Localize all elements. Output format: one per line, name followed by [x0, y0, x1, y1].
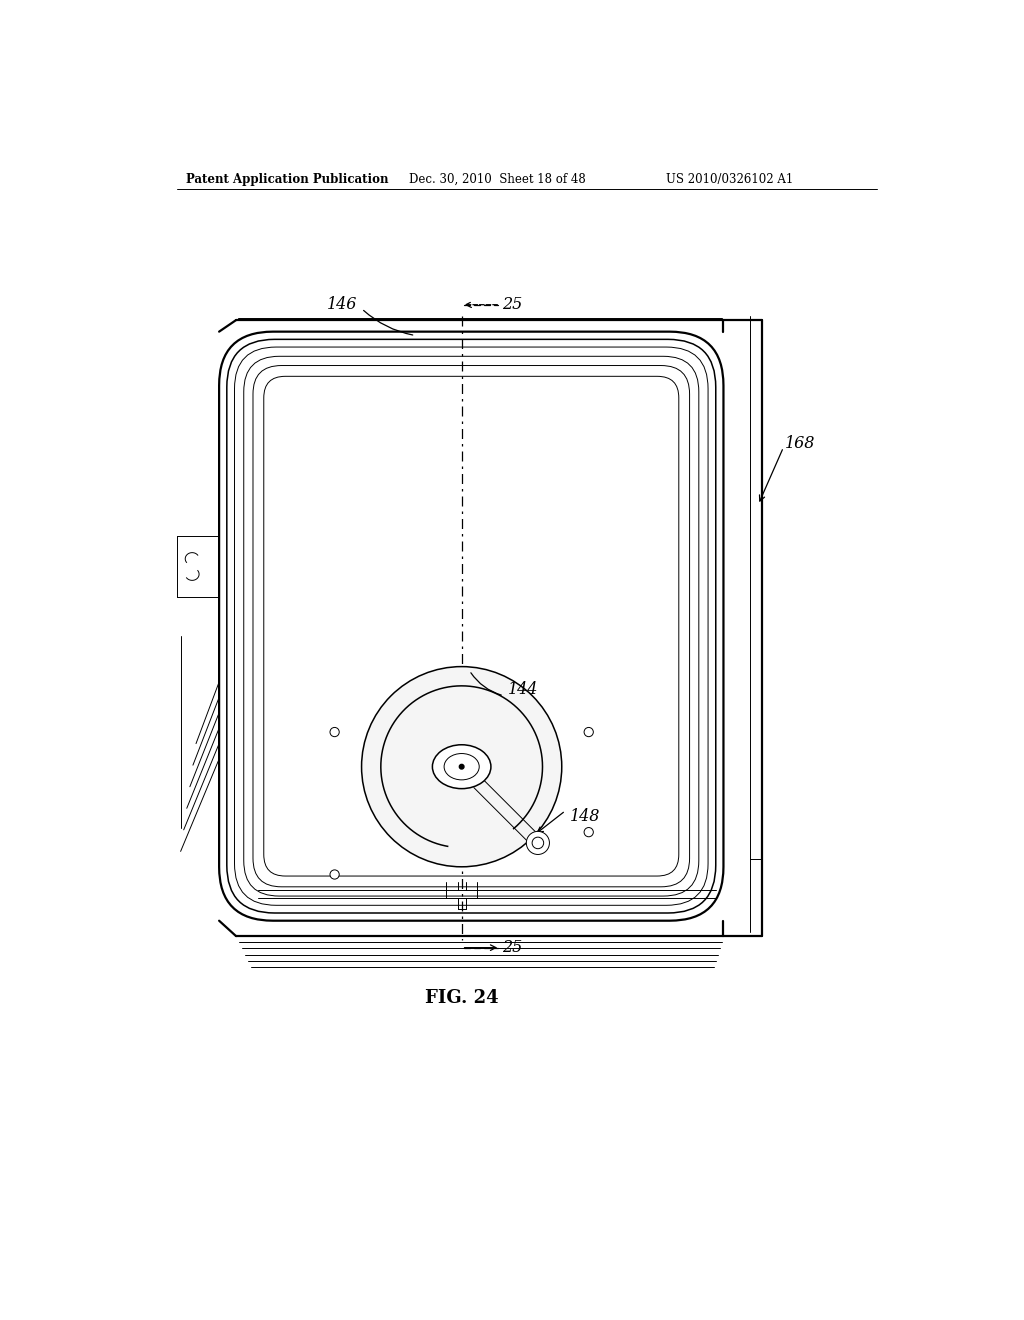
Text: 146: 146 — [328, 296, 357, 313]
Circle shape — [584, 727, 593, 737]
Text: US 2010/0326102 A1: US 2010/0326102 A1 — [666, 173, 793, 186]
Text: 25: 25 — [503, 296, 522, 313]
Circle shape — [330, 727, 339, 737]
Text: 144: 144 — [508, 681, 539, 698]
Text: 148: 148 — [569, 808, 600, 825]
Ellipse shape — [444, 754, 479, 780]
Text: FIG. 24: FIG. 24 — [425, 989, 499, 1007]
Text: 25: 25 — [503, 939, 522, 956]
Text: Patent Application Publication: Patent Application Publication — [186, 173, 388, 186]
Circle shape — [330, 870, 339, 879]
Circle shape — [460, 764, 464, 770]
Circle shape — [532, 837, 544, 849]
Ellipse shape — [432, 744, 490, 788]
Circle shape — [584, 828, 593, 837]
Circle shape — [526, 832, 550, 854]
Circle shape — [361, 667, 562, 867]
Text: 168: 168 — [785, 434, 815, 451]
Text: Dec. 30, 2010  Sheet 18 of 48: Dec. 30, 2010 Sheet 18 of 48 — [410, 173, 586, 186]
